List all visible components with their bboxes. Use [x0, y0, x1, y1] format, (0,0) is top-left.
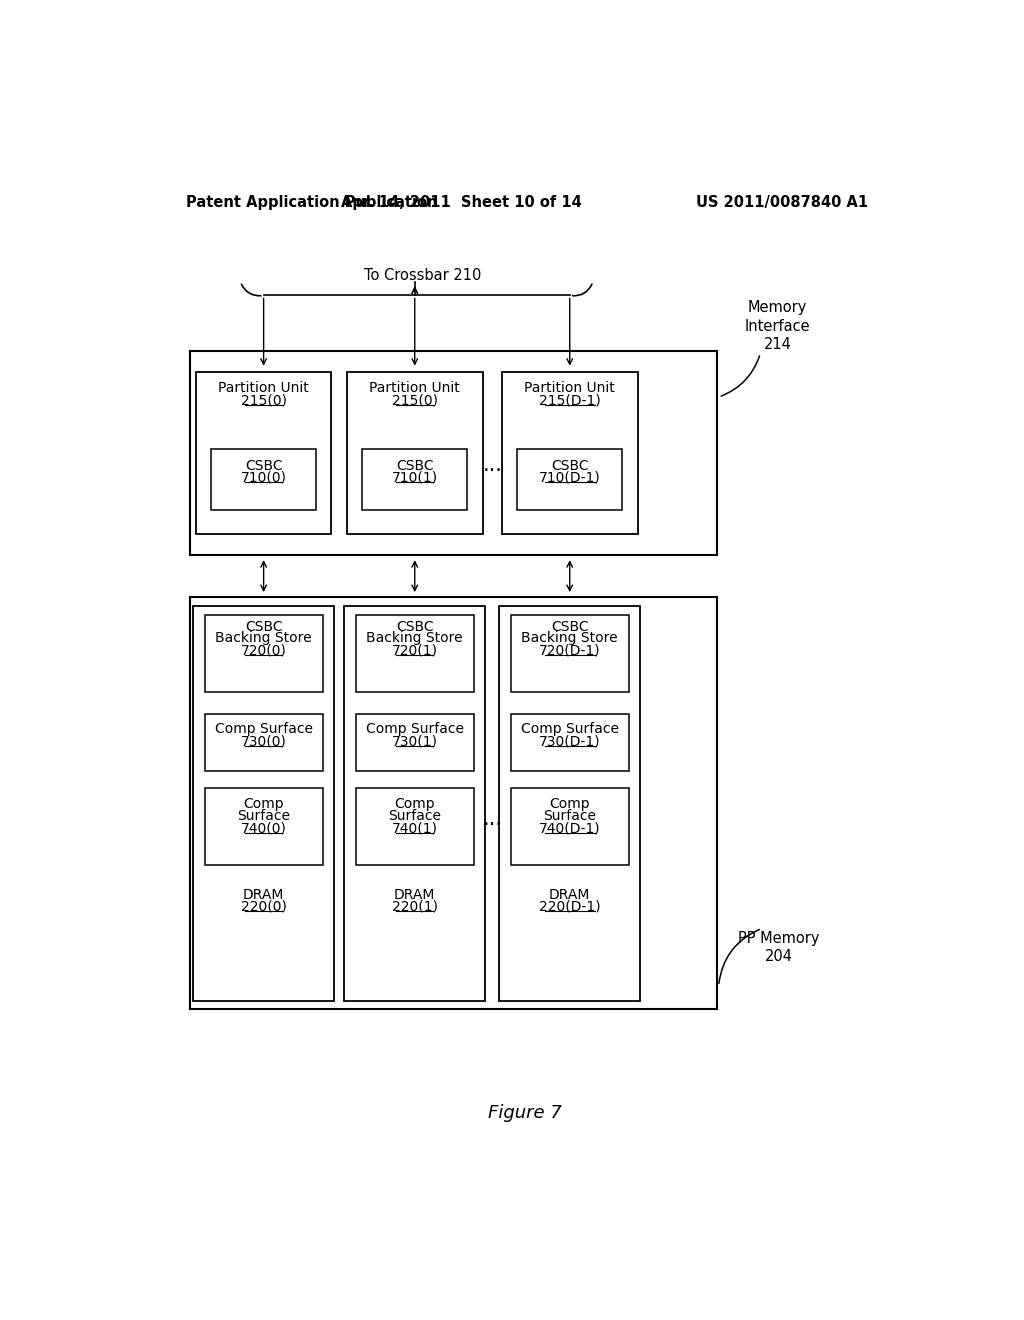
- Bar: [205, 788, 323, 866]
- Text: Comp: Comp: [244, 797, 284, 810]
- Bar: [511, 615, 629, 692]
- Text: 215(0): 215(0): [392, 393, 437, 407]
- Text: 215(0): 215(0): [241, 393, 287, 407]
- Bar: [190, 351, 717, 554]
- Bar: [196, 372, 332, 535]
- Text: 710(0): 710(0): [241, 471, 287, 484]
- Text: DRAM: DRAM: [549, 887, 591, 902]
- Text: Apr. 14, 2011  Sheet 10 of 14: Apr. 14, 2011 Sheet 10 of 14: [341, 195, 582, 210]
- Text: 740(1): 740(1): [392, 821, 437, 836]
- Text: DRAM: DRAM: [243, 887, 285, 902]
- Text: Backing Store: Backing Store: [215, 631, 312, 645]
- Text: Comp: Comp: [394, 797, 435, 810]
- Bar: [356, 714, 474, 771]
- Text: Backing Store: Backing Store: [521, 631, 618, 645]
- Text: Memory
Interface
214: Memory Interface 214: [744, 300, 810, 352]
- Bar: [511, 714, 629, 771]
- Text: 720(D-1): 720(D-1): [539, 643, 600, 657]
- Text: 730(0): 730(0): [241, 734, 287, 748]
- Text: Partition Unit: Partition Unit: [370, 381, 460, 395]
- Bar: [205, 615, 323, 692]
- Text: Partition Unit: Partition Unit: [524, 381, 615, 395]
- Bar: [517, 449, 622, 510]
- Text: CSBC: CSBC: [551, 620, 589, 634]
- Text: Comp: Comp: [550, 797, 590, 810]
- Text: DRAM: DRAM: [394, 887, 435, 902]
- Text: Surface: Surface: [238, 809, 290, 822]
- Bar: [190, 597, 717, 1010]
- Text: Figure 7: Figure 7: [487, 1105, 562, 1122]
- Text: ...: ...: [482, 455, 502, 475]
- Text: Partition Unit: Partition Unit: [218, 381, 309, 395]
- Text: ...: ...: [482, 809, 502, 829]
- Bar: [500, 606, 640, 1001]
- Text: 720(1): 720(1): [392, 643, 437, 657]
- Text: 710(1): 710(1): [392, 471, 438, 484]
- Text: CSBC: CSBC: [396, 620, 433, 634]
- Text: 730(D-1): 730(D-1): [539, 734, 600, 748]
- Text: Backing Store: Backing Store: [367, 631, 463, 645]
- Bar: [347, 372, 482, 535]
- Text: 215(D-1): 215(D-1): [539, 393, 601, 407]
- Text: 740(D-1): 740(D-1): [539, 821, 600, 836]
- Text: 220(1): 220(1): [392, 900, 437, 913]
- Text: CSBC: CSBC: [245, 458, 283, 473]
- Bar: [356, 615, 474, 692]
- Bar: [205, 714, 323, 771]
- Text: US 2011/0087840 A1: US 2011/0087840 A1: [696, 195, 868, 210]
- Text: Comp Surface: Comp Surface: [521, 722, 618, 737]
- Text: 220(0): 220(0): [241, 900, 287, 913]
- Text: 740(0): 740(0): [241, 821, 287, 836]
- Text: 720(0): 720(0): [241, 643, 287, 657]
- Bar: [194, 606, 334, 1001]
- Bar: [211, 449, 316, 510]
- Text: Comp Surface: Comp Surface: [366, 722, 464, 737]
- Text: Surface: Surface: [388, 809, 441, 822]
- Bar: [362, 449, 467, 510]
- Text: To Crossbar 210: To Crossbar 210: [364, 268, 481, 282]
- Bar: [502, 372, 638, 535]
- Bar: [344, 606, 485, 1001]
- Text: 220(D-1): 220(D-1): [539, 900, 600, 913]
- Text: CSBC: CSBC: [245, 620, 283, 634]
- Text: Surface: Surface: [544, 809, 596, 822]
- Text: 710(D-1): 710(D-1): [539, 471, 601, 484]
- Text: CSBC: CSBC: [551, 458, 589, 473]
- Text: PP Memory
204: PP Memory 204: [738, 931, 820, 965]
- Text: 730(1): 730(1): [392, 734, 437, 748]
- Text: Patent Application Publication: Patent Application Publication: [186, 195, 437, 210]
- Bar: [356, 788, 474, 866]
- Text: CSBC: CSBC: [396, 458, 433, 473]
- Bar: [511, 788, 629, 866]
- Text: Comp Surface: Comp Surface: [215, 722, 312, 737]
